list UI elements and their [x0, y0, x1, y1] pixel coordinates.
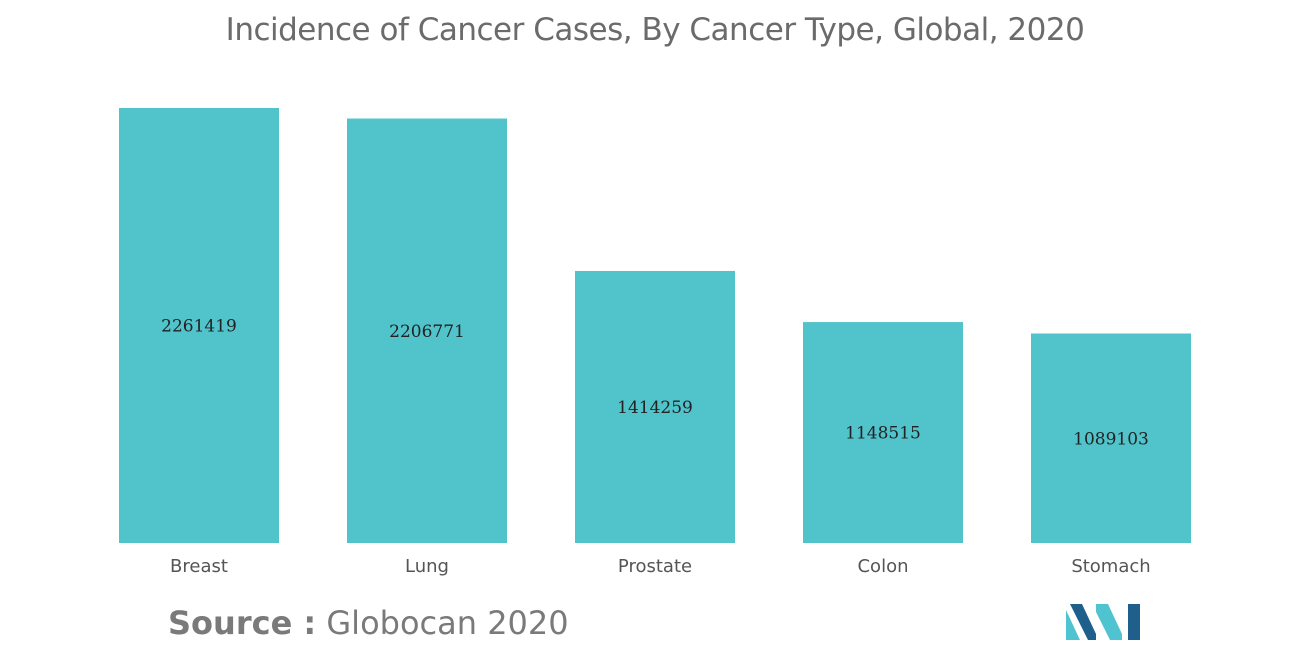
category-labels-group: Breast Lung Prostate Colon Stomach: [170, 556, 1151, 577]
bar-prostate: [575, 270, 735, 543]
value-label-prostate: 1414259: [617, 398, 693, 418]
category-label-colon: Colon: [857, 556, 908, 577]
source-text: Globocan 2020: [316, 604, 569, 642]
value-label-colon: 1148515: [845, 424, 921, 444]
bar-chart: 2261419 2206771 1414259 1148515 1089103 Brea…: [119, 108, 1191, 577]
source-note: Source : Globocan 2020: [168, 604, 569, 642]
bar-stomach: [1031, 333, 1191, 543]
value-label-breast: 2261419: [161, 317, 237, 337]
bar-colon: [803, 322, 963, 543]
value-label-stomach: 1089103: [1073, 429, 1149, 449]
mordor-intelligence-logo-icon: [1066, 604, 1140, 640]
source-label: Source :: [168, 604, 317, 642]
chart-title: Incidence of Cancer Cases, By Cancer Typ…: [225, 12, 1085, 48]
category-label-breast: Breast: [170, 556, 228, 577]
value-label-lung: 2206771: [389, 322, 465, 342]
bar-lung: [347, 118, 507, 543]
category-label-lung: Lung: [405, 556, 449, 577]
bar-breast: [119, 108, 279, 543]
category-label-stomach: Stomach: [1071, 556, 1150, 577]
bars-group: [119, 108, 1191, 543]
category-label-prostate: Prostate: [618, 556, 692, 577]
value-labels-group: 2261419 2206771 1414259 1148515 1089103: [161, 317, 1149, 450]
